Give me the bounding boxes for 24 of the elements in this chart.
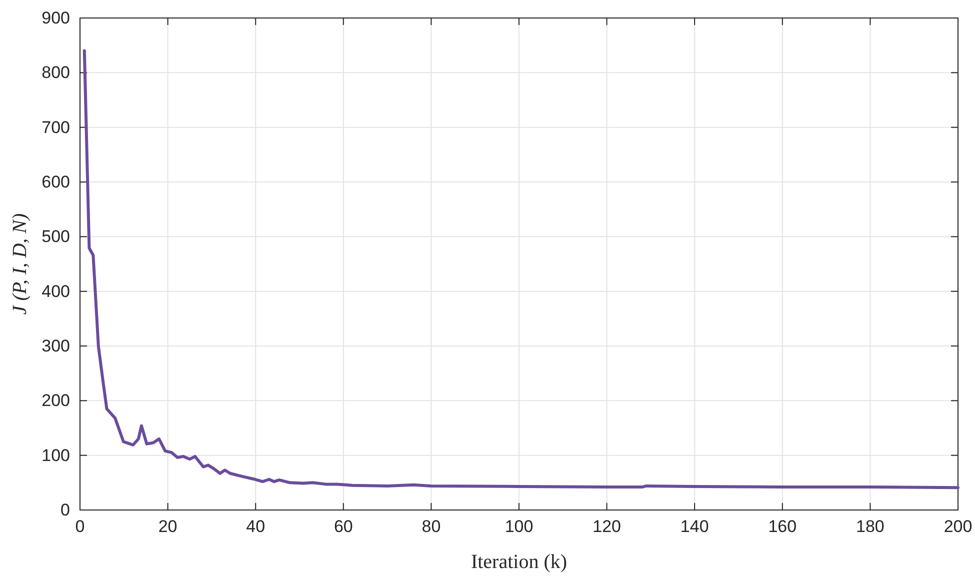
x-tick-label: 160 (768, 517, 797, 536)
x-tick-label: 140 (680, 517, 709, 536)
x-tick-label: 120 (592, 517, 621, 536)
x-tick-label: 200 (944, 517, 972, 536)
y-tick-label: 200 (42, 391, 70, 410)
x-tick-label: 40 (246, 517, 266, 536)
y-tick-label: 900 (42, 8, 70, 28)
x-tick-label: 180 (856, 517, 884, 536)
x-tick-label: 20 (158, 517, 178, 536)
x-axis-title: Iteration (k) (470, 551, 568, 573)
y-tick-label: 600 (42, 172, 70, 192)
y-tick-label: 400 (42, 282, 70, 301)
y-tick-label: 800 (42, 63, 70, 82)
y-tick-label: 700 (42, 118, 70, 137)
y-tick-label: 300 (42, 336, 70, 356)
x-tick-label: 60 (334, 517, 353, 536)
y-axis-title: J (P, I, D, N) (9, 213, 31, 315)
x-tick-label: 0 (75, 517, 85, 536)
x-tick-label: 80 (422, 517, 441, 536)
x-tick-label: 100 (504, 517, 534, 536)
line-series (82, 49, 960, 490)
y-tick-label: 500 (42, 227, 70, 246)
y-tick-label: 0 (60, 500, 70, 520)
y-tick-label: 100 (42, 446, 70, 465)
